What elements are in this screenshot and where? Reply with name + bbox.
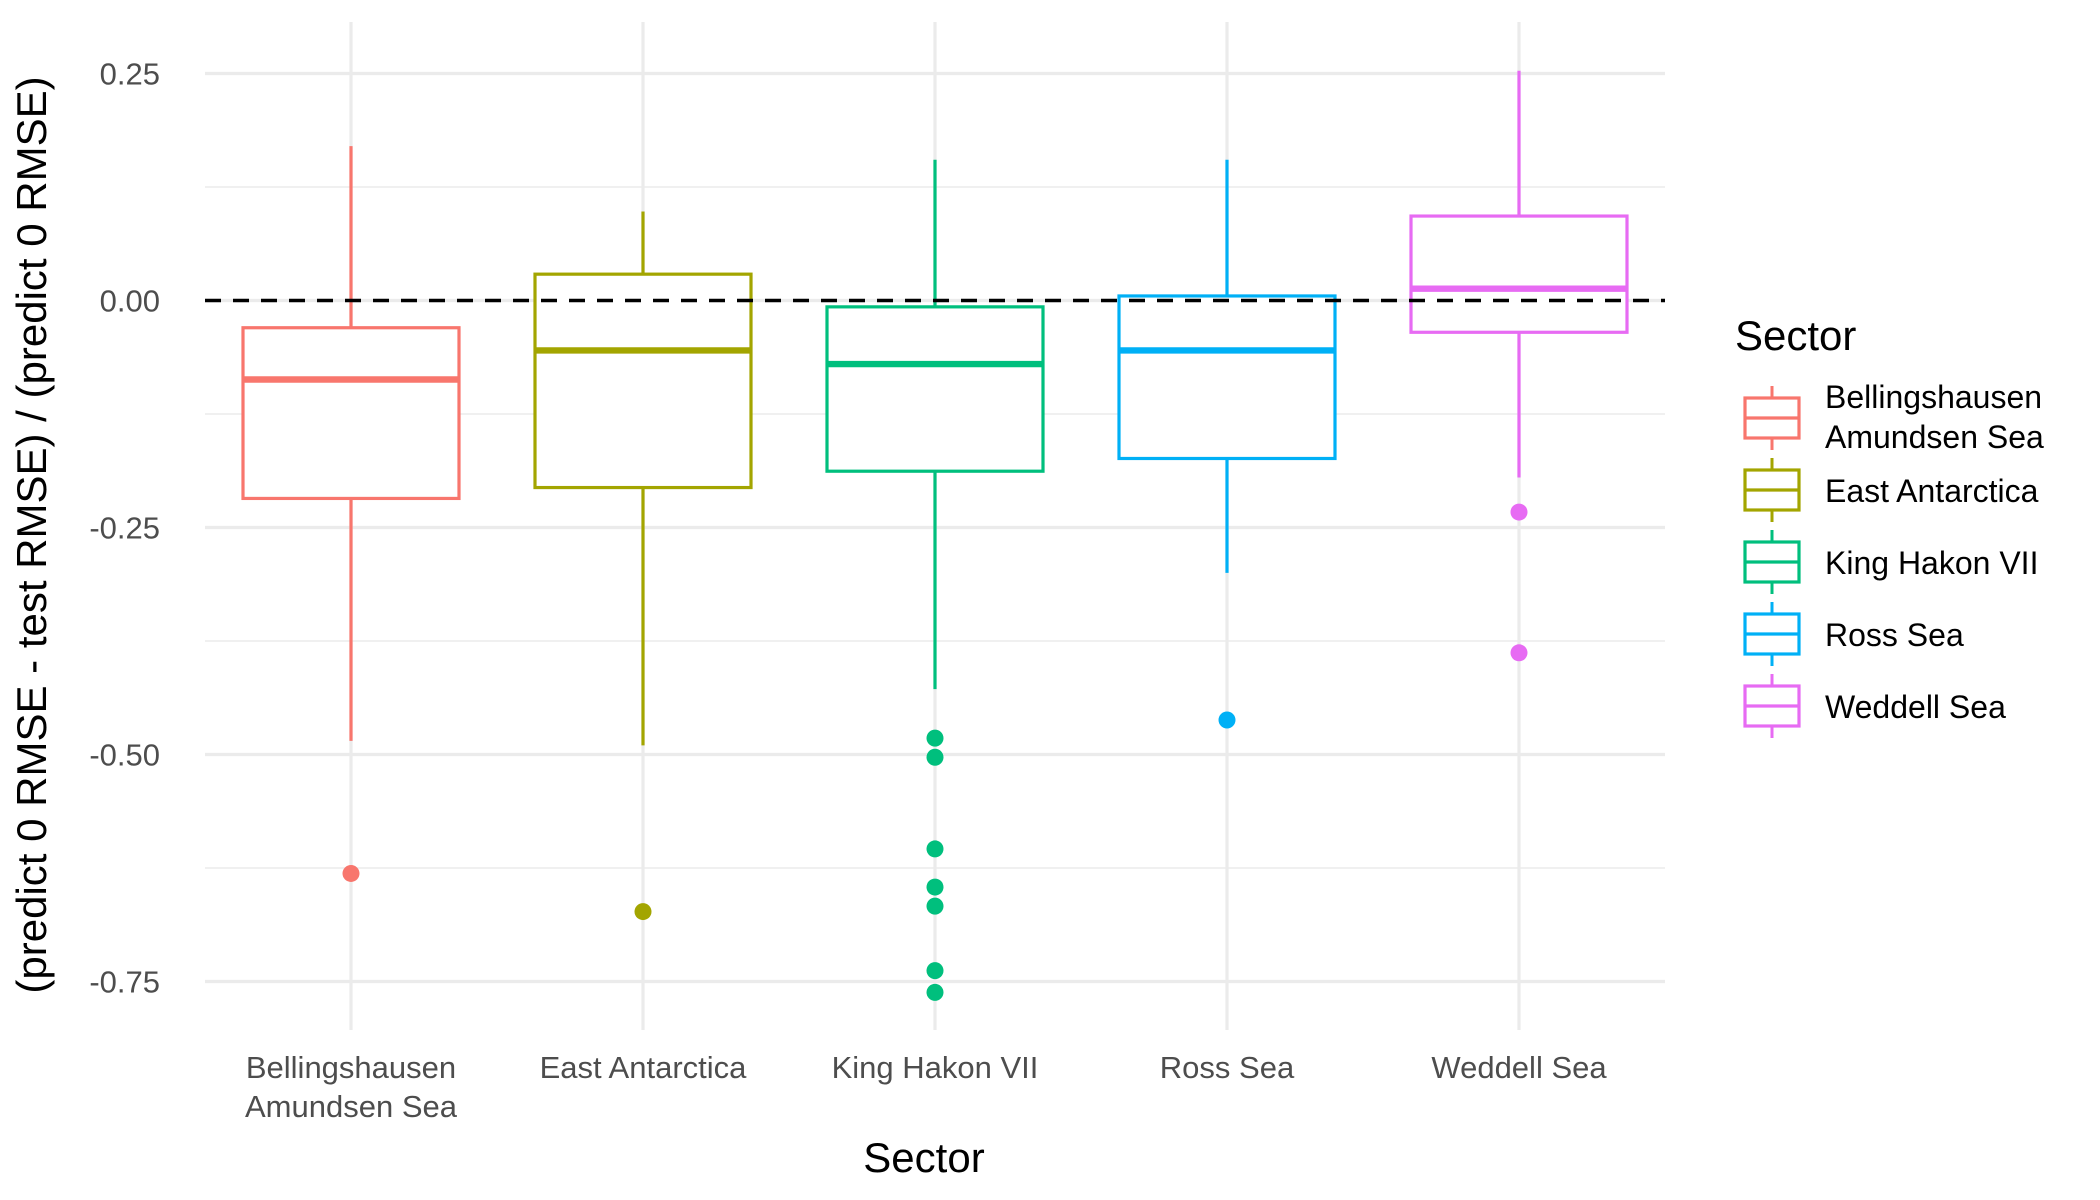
box-group: [1117, 159, 1337, 729]
iqr-box: [1117, 294, 1337, 461]
legend-item: Weddell Sea: [1743, 674, 2006, 738]
x-tick-label-line: Amundsen Sea: [245, 1089, 458, 1124]
legend-item: Ross Sea: [1743, 602, 1964, 666]
box-group: [533, 211, 753, 921]
iqr-box: [241, 326, 461, 501]
x-tick-label-line: King Hakon VII: [832, 1050, 1039, 1085]
box-group: [825, 159, 1045, 1001]
legend-label: Weddell Sea: [1825, 689, 2006, 725]
box-group: [241, 146, 461, 882]
legend: Sector Bellingshausen Amundsen Sea East An…: [1735, 312, 2044, 738]
legend-label-line: King Hakon VII: [1825, 545, 2038, 581]
outlier-point: [926, 729, 944, 747]
x-axis-title: Sector: [863, 1134, 984, 1181]
x-tick-label: King Hakon VII: [832, 1050, 1039, 1085]
legend-label-line: Ross Sea: [1825, 617, 1964, 653]
x-tick-label-line: Ross Sea: [1160, 1050, 1295, 1085]
y-tick-label: 0.00: [100, 284, 160, 319]
outlier-point: [1510, 503, 1528, 521]
x-tick-label: Weddell Sea: [1431, 1050, 1607, 1085]
legend-item: Bellingshausen Amundsen Sea: [1743, 379, 2044, 455]
x-tick-label-line: Weddell Sea: [1431, 1050, 1607, 1085]
y-tick-label: 0.25: [100, 57, 160, 92]
outlier-point: [634, 903, 652, 921]
legend-item: East Antarctica: [1743, 458, 2039, 522]
outlier-point: [926, 840, 944, 858]
legend-label-line: Weddell Sea: [1825, 689, 2006, 725]
legend-title: Sector: [1735, 312, 1856, 359]
x-tick-label: East Antarctica: [540, 1050, 748, 1085]
y-tick-label: -0.50: [89, 738, 160, 773]
y-tick-label: -0.75: [89, 965, 160, 1000]
legend-label: East Antarctica: [1825, 473, 2039, 509]
box-layer: [241, 70, 1629, 1001]
x-tick-label-line: East Antarctica: [540, 1050, 748, 1085]
outlier-point: [926, 897, 944, 915]
outlier-point: [1218, 711, 1236, 729]
outlier-point: [926, 748, 944, 766]
iqr-box: [1409, 214, 1629, 334]
legend-label-line: Bellingshausen: [1825, 379, 2042, 415]
legend-label-line: East Antarctica: [1825, 473, 2039, 509]
y-axis-title: (predict 0 RMSE - test RMSE) / (predict …: [8, 76, 55, 993]
legend-label: King Hakon VII: [1825, 545, 2038, 581]
outlier-point: [342, 864, 360, 882]
legend-label: Ross Sea: [1825, 617, 1964, 653]
axis-layer: 0.25 0.00 -0.25 -0.50 -0.75 Bellingshausen Amu…: [89, 57, 1607, 1125]
iqr-box: [825, 305, 1045, 473]
box-group: [1409, 70, 1629, 662]
outlier-point: [1510, 644, 1528, 662]
outlier-point: [926, 878, 944, 896]
outlier-point: [926, 983, 944, 1001]
x-tick-label: Ross Sea: [1160, 1050, 1295, 1085]
legend-label: Bellingshausen Amundsen Sea: [1825, 379, 2044, 455]
x-tick-label: Bellingshausen Amundsen Sea: [245, 1050, 458, 1124]
legend-label-line: Amundsen Sea: [1825, 419, 2044, 455]
x-tick-label-line: Bellingshausen: [246, 1050, 456, 1085]
y-tick-label: -0.25: [89, 511, 160, 546]
legend-item: King Hakon VII: [1743, 530, 2038, 594]
iqr-box: [533, 272, 753, 490]
outlier-point: [926, 962, 944, 980]
